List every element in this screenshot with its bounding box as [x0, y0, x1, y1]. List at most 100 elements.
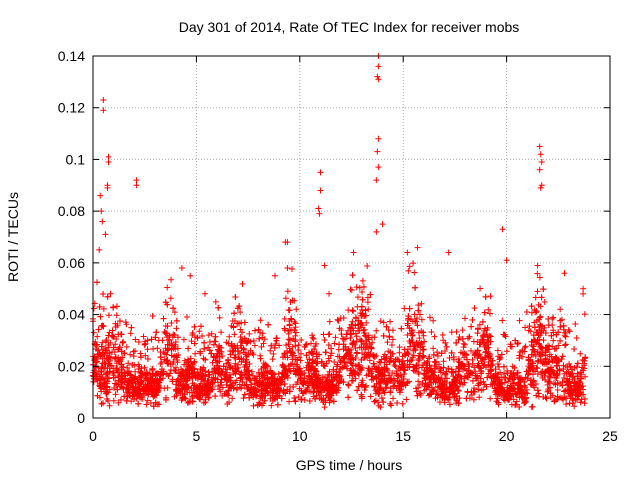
data-point: [575, 390, 582, 397]
data-point: [97, 353, 104, 360]
data-point: [522, 398, 529, 405]
data-point: [281, 325, 288, 332]
data-point: [224, 400, 231, 407]
data-point: [581, 400, 588, 407]
data-point: [421, 338, 428, 345]
data-point: [480, 332, 487, 339]
data-point: [209, 359, 216, 366]
data-point: [466, 371, 473, 378]
data-point: [521, 344, 528, 351]
data-point: [231, 317, 238, 324]
data-point: [135, 339, 142, 346]
data-point: [516, 317, 523, 324]
data-point: [582, 373, 589, 380]
data-point: [191, 382, 198, 389]
data-point: [248, 381, 255, 388]
data-point: [119, 384, 126, 391]
data-point: [325, 341, 332, 348]
data-point: [140, 333, 147, 340]
data-point: [538, 371, 545, 378]
data-point: [401, 346, 408, 353]
data-point: [483, 327, 490, 334]
data-point: [189, 370, 196, 377]
data-point: [525, 354, 532, 361]
data-point: [373, 366, 380, 373]
data-point: [281, 350, 288, 357]
data-point: [191, 366, 198, 373]
data-point: [494, 347, 501, 354]
data-point: [374, 73, 381, 80]
data-point: [111, 385, 118, 392]
data-point: [433, 375, 440, 382]
data-point: [132, 336, 139, 343]
data-point: [328, 383, 335, 390]
data-point: [295, 346, 302, 353]
data-point: [423, 386, 430, 393]
data-point: [561, 270, 568, 277]
data-point: [336, 325, 343, 332]
data-point: [154, 382, 161, 389]
x-tick-labels: 0 5 10 15 20 25: [89, 428, 618, 444]
data-point: [456, 365, 463, 372]
data-point: [482, 293, 489, 300]
data-point: [352, 345, 359, 352]
data-point: [128, 324, 135, 331]
data-point: [374, 148, 381, 155]
data-point: [334, 316, 341, 323]
data-point: [547, 374, 554, 381]
data-point: [490, 378, 497, 385]
data-point: [99, 360, 106, 367]
data-point: [443, 343, 450, 350]
data-point: [415, 302, 422, 309]
data-point: [185, 360, 192, 367]
data-point: [538, 159, 545, 166]
data-point: [116, 318, 123, 325]
data-point: [312, 340, 319, 347]
data-point: [504, 391, 511, 398]
data-point: [494, 360, 501, 367]
data-point: [287, 348, 294, 355]
data-point: [95, 368, 102, 375]
data-point: [487, 362, 494, 369]
data-point: [547, 390, 554, 397]
data-point: [279, 373, 286, 380]
data-point: [534, 262, 541, 269]
data-point: [402, 382, 409, 389]
data-point: [105, 312, 112, 319]
data-point: [163, 351, 170, 358]
data-point: [385, 326, 392, 333]
data-point: [377, 378, 384, 385]
data-point: [310, 351, 317, 358]
data-point: [436, 399, 443, 406]
data-point: [531, 319, 538, 326]
data-point: [288, 266, 295, 273]
data-point: [104, 388, 111, 395]
data-point: [459, 335, 466, 342]
data-point: [375, 135, 382, 142]
data-point: [96, 303, 103, 310]
data-point: [340, 346, 347, 353]
data-point: [432, 379, 439, 386]
data-point: [555, 329, 562, 336]
data-point: [394, 399, 401, 406]
data-point: [197, 390, 204, 397]
data-point: [110, 304, 117, 311]
data-point: [137, 374, 144, 381]
data-point: [224, 357, 231, 364]
data-point: [565, 390, 572, 397]
data-point: [373, 380, 380, 387]
data-point: [503, 348, 510, 355]
data-point: [297, 375, 304, 382]
data-point: [292, 398, 299, 405]
data-point: [412, 346, 419, 353]
data-point: [228, 340, 235, 347]
data-point: [469, 377, 476, 384]
data-point: [144, 397, 151, 404]
x-tick-label: 5: [193, 428, 201, 444]
data-point: [159, 337, 166, 344]
data-point: [273, 337, 280, 344]
data-point: [528, 309, 535, 316]
data-point: [364, 262, 371, 269]
data-point: [326, 330, 333, 337]
data-point: [380, 399, 387, 406]
